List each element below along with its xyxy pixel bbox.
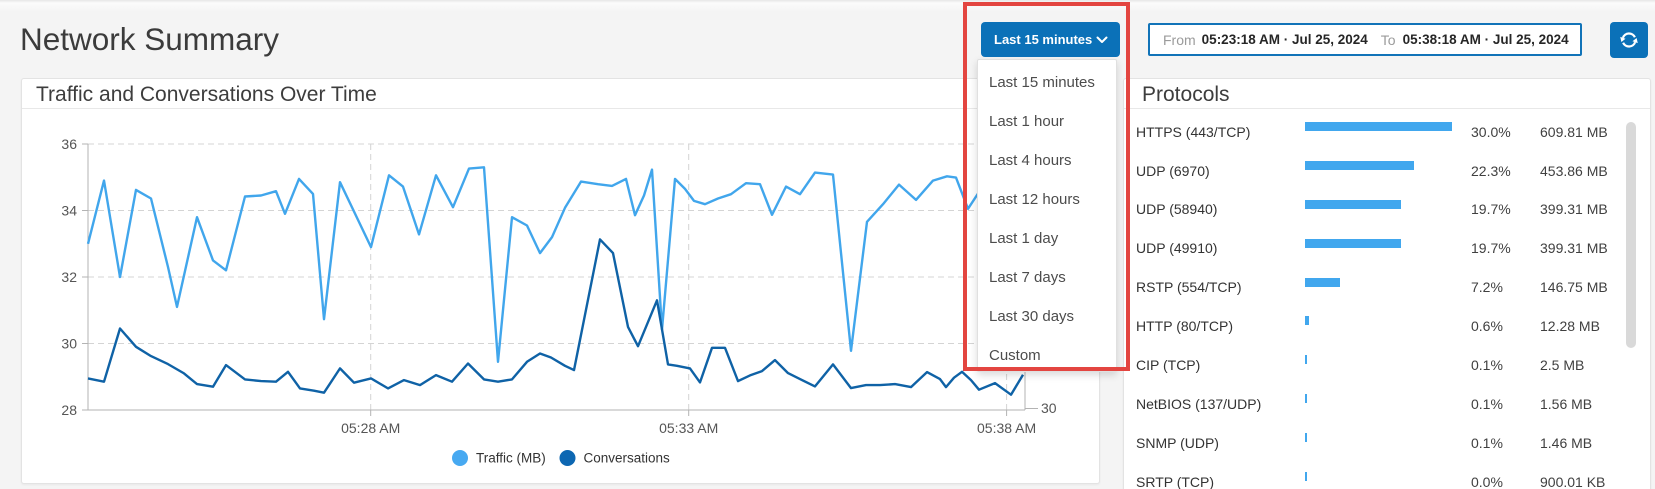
svg-text:30: 30	[1041, 400, 1057, 416]
svg-text:32: 32	[61, 269, 77, 285]
svg-text:Conversations: Conversations	[584, 451, 671, 466]
svg-text:05:38 AM: 05:38 AM	[977, 420, 1036, 436]
svg-text:05:33 AM: 05:33 AM	[659, 420, 718, 436]
svg-text:28: 28	[61, 402, 77, 418]
svg-text:36: 36	[61, 136, 77, 152]
svg-text:30: 30	[61, 336, 77, 352]
svg-text:Traffic (MB): Traffic (MB)	[476, 451, 546, 466]
svg-text:34: 34	[61, 203, 77, 219]
svg-text:05:28 AM: 05:28 AM	[341, 420, 400, 436]
